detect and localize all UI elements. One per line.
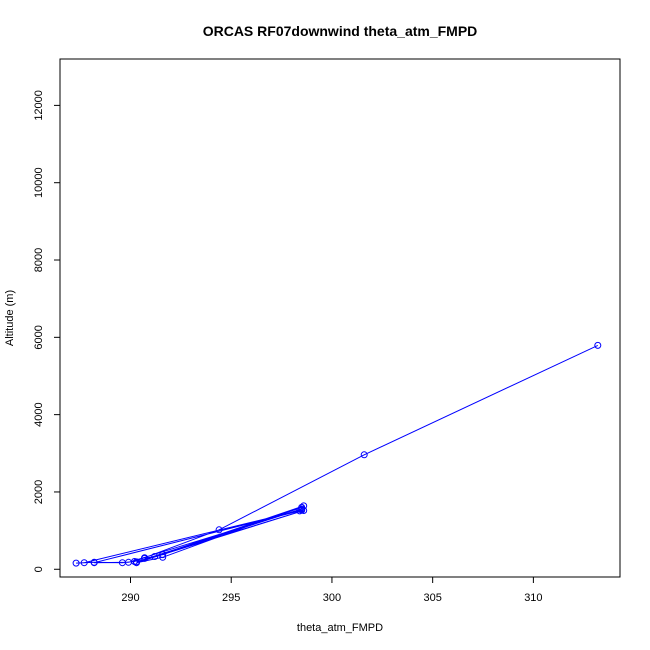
data-point (133, 559, 140, 567)
series (72, 341, 602, 567)
y-tick-label: 6000 (33, 325, 45, 349)
data-point (296, 507, 304, 515)
data-point (159, 551, 167, 559)
y-tick-label: 12000 (33, 90, 45, 121)
x-tick-label: 305 (423, 592, 441, 604)
x-axis: 290 295 300 305 310 (121, 577, 543, 604)
y-tick-label: 10000 (33, 167, 45, 198)
data-point (125, 558, 132, 566)
data-point (151, 553, 159, 560)
data-point (80, 559, 88, 567)
data-point (300, 502, 308, 510)
data-point (298, 503, 306, 511)
y-axis: 0 2000 4000 6000 8000 10000 12000 (33, 90, 60, 572)
y-tick-label: 8000 (33, 248, 45, 272)
data-point (90, 559, 98, 567)
data-point (72, 559, 80, 567)
x-axis-label: theta_atm_FMPD (297, 622, 383, 634)
data-point (141, 554, 149, 562)
x-tick-label: 290 (121, 592, 139, 604)
y-tick-label: 4000 (33, 402, 45, 426)
data-point (360, 451, 368, 459)
plot-frame (59, 58, 621, 578)
x-tick-label: 295 (222, 592, 240, 604)
chart-title: ORCAS RF07downwind theta_atm_FMPD (203, 23, 478, 39)
series-line (76, 344, 599, 564)
data-point (594, 341, 602, 349)
y-tick-label: 2000 (33, 480, 45, 504)
y-tick-label: 0 (33, 566, 45, 572)
y-axis-label: Altitude (m) (4, 290, 16, 346)
data-point (159, 553, 167, 561)
x-tick-label: 300 (323, 592, 341, 604)
x-tick-label: 310 (524, 592, 542, 604)
data-point (215, 526, 223, 534)
